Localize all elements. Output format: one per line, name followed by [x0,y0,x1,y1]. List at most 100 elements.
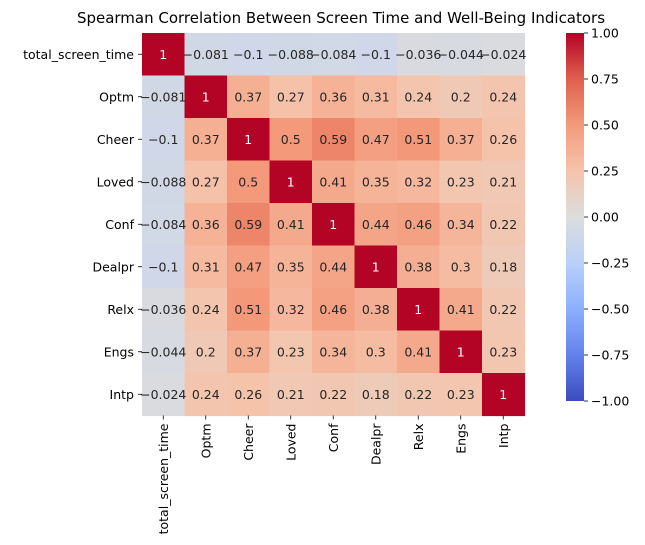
heatmap-cell-8-6 [397,373,441,417]
heatmap-cells [142,33,526,417]
heatmap-cell-0-3 [269,33,313,77]
cell-value-4-8: 0.22 [489,217,517,232]
cell-value-3-2: 0.5 [238,174,258,189]
heatmap-cell-7-4 [312,330,356,374]
heatmap-cell-4-5 [354,203,398,247]
heatmap-cell-7-7 [439,330,483,374]
cell-value-0-1: −0.081 [183,47,229,62]
heatmap-cell-3-5 [354,160,398,204]
cell-value-4-2: 0.59 [234,217,262,232]
colorbar-tick-label: −1.00 [591,394,629,409]
cell-value-7-1: 0.2 [196,344,216,359]
heatmap-cell-6-7 [439,288,483,332]
y-tick-label: Intp [110,387,135,402]
cell-value-6-2: 0.51 [234,302,262,317]
y-tick-label: Dealpr [92,259,134,274]
heatmap-cell-6-6 [397,288,441,332]
heatmap-cell-0-8 [482,33,526,77]
y-tick-label: total_screen_time [23,47,134,62]
heatmap-cell-2-7 [439,118,483,162]
cell-value-2-3: 0.5 [281,132,301,147]
heatmap-cell-8-2 [227,373,271,417]
cell-value-2-4: 0.59 [319,132,347,147]
cell-value-3-5: 0.35 [362,174,390,189]
heatmap-cell-7-6 [397,330,441,374]
heatmap-cell-5-1 [184,245,228,289]
heatmap-cell-4-6 [397,203,441,247]
heatmap-cell-0-2 [227,33,271,77]
heatmap-cell-5-8 [482,245,526,289]
cell-value-3-0: −0.088 [140,174,186,189]
heatmap-cell-2-6 [397,118,441,162]
heatmap-cell-1-5 [354,75,398,119]
heatmap-cell-3-2 [227,160,271,204]
y-tick-label: Relx [107,302,134,317]
cell-value-0-3: −0.088 [268,47,314,62]
cell-value-3-4: 0.41 [319,174,347,189]
heatmap-cell-2-4 [312,118,356,162]
cell-value-1-1: 1 [202,89,210,104]
heatmap-cell-5-3 [269,245,313,289]
colorbar: 1.00 0.75 0.50 0.25 0.00 −0.25 −0.50 −0.75 −1.00 [566,26,629,409]
heatmap-cell-3-6 [397,160,441,204]
cell-value-2-5: 0.47 [362,132,390,147]
heatmap-cell-7-2 [227,330,271,374]
heatmap-cell-5-7 [439,245,483,289]
cell-value-3-6: 0.32 [404,174,432,189]
heatmap-cell-2-1 [184,118,228,162]
heatmap-cell-labels: 1 −0.081 −0.1 −0.088−0.084 −0.1 −0.036−0.044−… [140,47,526,402]
heatmap-cell-2-3 [269,118,313,162]
cell-value-3-3: 1 [287,174,295,189]
heatmap-cell-4-3 [269,203,313,247]
heatmap-cell-1-0 [142,75,186,119]
cell-value-1-0: −0.081 [140,89,186,104]
colorbar-gradient [566,33,584,401]
cell-value-1-6: 0.24 [404,89,432,104]
cell-value-7-6: 0.41 [404,344,432,359]
cell-value-7-7: 1 [457,344,465,359]
cell-value-0-7: −0.044 [438,47,484,62]
heatmap-cell-1-6 [397,75,441,119]
cell-value-2-6: 0.51 [404,132,432,147]
heatmap-cell-6-3 [269,288,313,332]
heatmap-cell-0-6 [397,33,441,77]
cell-value-8-6: 0.22 [404,387,432,402]
cell-value-6-1: 0.24 [192,302,220,317]
y-tick-label: Optm [99,89,134,104]
heatmap-cell-6-8 [482,288,526,332]
cell-value-4-5: 0.44 [362,217,390,232]
cell-value-7-8: 0.23 [489,344,517,359]
colorbar-tick-label: 0.00 [591,210,619,225]
y-tick-label: Engs [104,344,134,359]
cell-value-0-2: −0.1 [233,47,263,62]
cell-value-8-1: 0.24 [192,387,220,402]
heatmap-cell-8-4 [312,373,356,417]
colorbar-ticks: 1.00 0.75 0.50 0.25 0.00 −0.25 −0.50 −0.75 −1.00 [584,26,629,409]
colorbar-tick-label: 0.75 [591,72,619,87]
heatmap-cell-5-4 [312,245,356,289]
heatmap-cell-4-2 [227,203,271,247]
colorbar-tick-label: −0.25 [591,256,629,271]
x-tick-label: Intp [496,423,511,448]
cell-value-8-4: 0.22 [319,387,347,402]
heatmap-cell-4-0 [142,203,186,247]
cell-value-5-8: 0.18 [489,259,517,274]
x-tick-label: Engs [453,424,468,454]
cell-value-8-8: 1 [499,387,507,402]
cell-value-2-1: 0.37 [192,132,220,147]
heatmap-cell-7-8 [482,330,526,374]
cell-value-1-2: 0.37 [234,89,262,104]
cell-value-3-7: 0.23 [447,174,475,189]
cell-value-2-2: 1 [244,132,252,147]
cell-value-4-0: −0.084 [140,217,186,232]
cell-value-4-4: 1 [329,217,337,232]
colorbar-tick-label: −0.50 [591,302,629,317]
heatmap-cell-8-7 [439,373,483,417]
cell-value-0-8: −0.024 [480,47,526,62]
heatmap-cell-8-1 [184,373,228,417]
heatmap-cell-6-1 [184,288,228,332]
colorbar-tick-label: −0.75 [591,348,629,363]
cell-value-1-8: 0.24 [489,89,517,104]
heatmap-cell-2-0 [142,118,186,162]
